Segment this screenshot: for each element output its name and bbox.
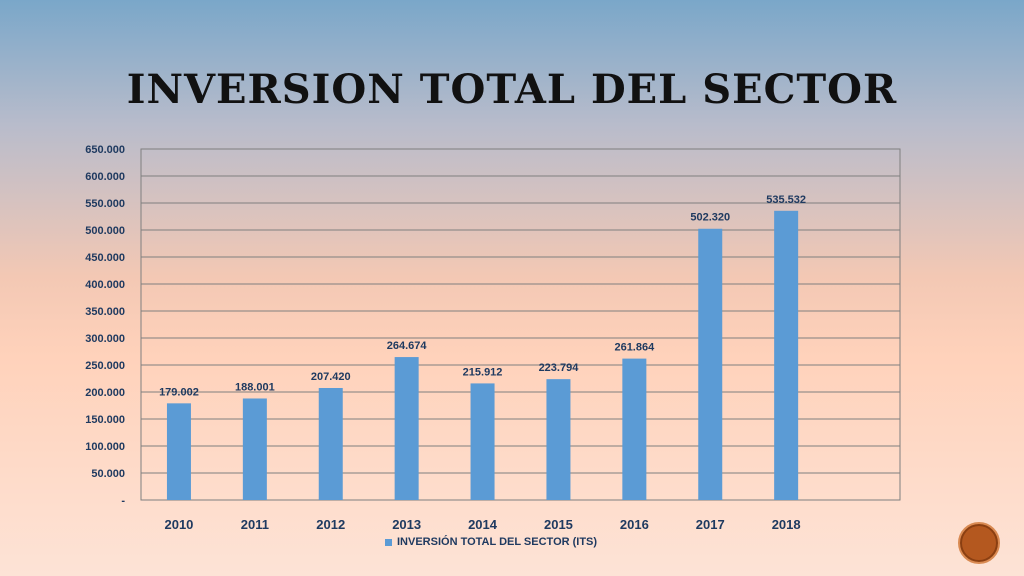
data-label: 188.001 [235, 381, 275, 393]
bar [394, 357, 419, 500]
y-tick-label: 250.000 [85, 360, 125, 372]
y-tick-label: 550.000 [85, 198, 125, 210]
data-label: 261.864 [614, 342, 655, 354]
bar [546, 379, 571, 500]
x-tick-label: 2010 [164, 517, 193, 532]
x-tick-label: 2012 [316, 517, 345, 532]
legend-swatch [385, 538, 392, 546]
y-tick-label: 200.000 [85, 387, 125, 399]
y-tick-label: 450.000 [85, 252, 125, 264]
y-tick-label: - [121, 495, 125, 507]
y-tick-label: 300.000 [85, 333, 125, 345]
data-label: 223.794 [539, 362, 580, 374]
y-tick-label: 150.000 [85, 414, 125, 426]
y-tick-label: 100.000 [85, 441, 125, 453]
y-tick-label: 500.000 [85, 225, 125, 237]
x-tick-label: 2018 [772, 517, 801, 532]
x-tick-label: 2017 [696, 517, 725, 532]
y-tick-label: 650.000 [85, 144, 125, 156]
x-tick-label: 2011 [241, 517, 269, 532]
bar [698, 228, 723, 500]
y-tick-label: 50.000 [91, 468, 125, 480]
bar [774, 210, 799, 500]
y-tick-label: 400.000 [85, 279, 125, 291]
x-tick-label: 2014 [468, 517, 498, 532]
x-tick-label: 2016 [620, 517, 649, 532]
data-label: 535.532 [766, 194, 806, 206]
y-tick-label: 600.000 [85, 171, 125, 183]
legend-label: INVERSIÓN TOTAL DEL SECTOR (ITS) [397, 536, 598, 548]
slide-title: INVERSION TOTAL DEL SECTOR [126, 66, 898, 113]
data-label: 502.320 [690, 212, 730, 224]
bar [470, 383, 495, 500]
data-label: 207.420 [311, 371, 351, 383]
bar [166, 403, 191, 500]
data-label: 264.674 [387, 340, 428, 352]
chart-legend: INVERSIÓN TOTAL DEL SECTOR (ITS) [385, 536, 597, 548]
bar [242, 398, 267, 500]
page-number-badge [958, 522, 1000, 564]
data-label: 179.002 [159, 386, 199, 398]
y-tick-label: 350.000 [85, 306, 125, 318]
bar [622, 358, 647, 500]
x-tick-label: 2013 [392, 517, 421, 532]
x-tick-label: 2015 [544, 517, 573, 532]
bar [318, 387, 343, 500]
data-label: 215.912 [463, 366, 503, 378]
